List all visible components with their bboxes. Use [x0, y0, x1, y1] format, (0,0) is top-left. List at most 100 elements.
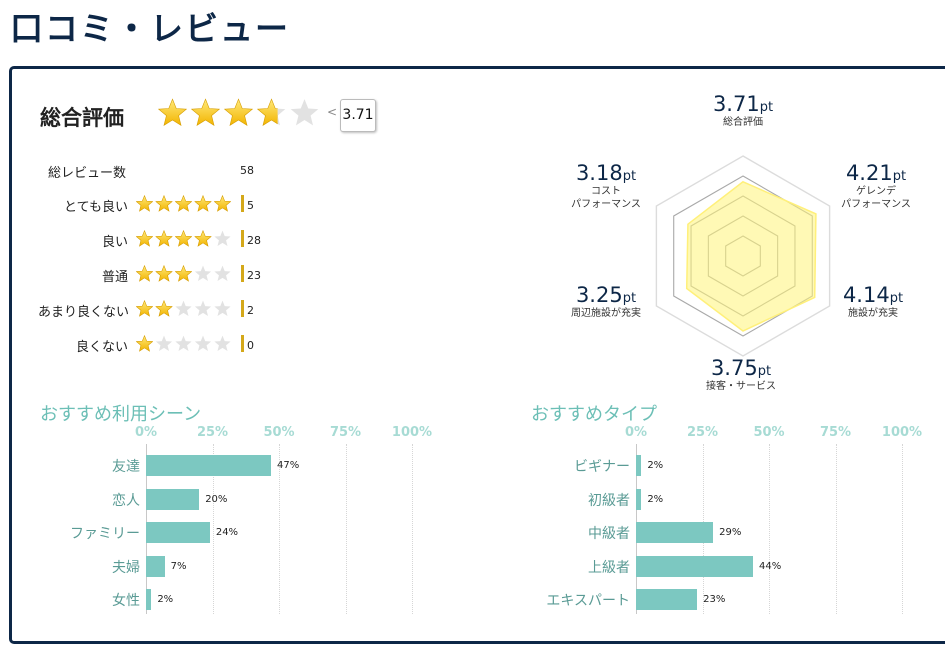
radar-chart — [655, 155, 831, 357]
radar-axis-number: 3.71 — [712, 92, 760, 116]
bar — [146, 522, 210, 543]
bar-category-label: 夫婦 — [112, 559, 140, 576]
bar — [146, 488, 200, 510]
radar-axis-unit: pt — [892, 169, 907, 184]
rating-row-stars-svg — [136, 265, 231, 282]
rating-count-bar — [241, 300, 244, 317]
rating-row-stars — [136, 195, 231, 212]
radar-data-area — [685, 180, 817, 332]
bar-value-label: 2% — [647, 493, 664, 505]
bar-value-label: 2% — [647, 460, 664, 471]
star-filled-icon — [194, 230, 212, 247]
rating-row-label: 良い — [101, 235, 128, 250]
radar-axis-unit: pt — [757, 364, 772, 379]
radar-axis-name: 総合評価 — [723, 117, 763, 128]
x-tick-label: 50% — [263, 425, 295, 440]
bar — [636, 455, 642, 476]
star-filled-icon — [175, 195, 192, 212]
rating-row-label: 普通 — [101, 270, 128, 285]
bar-value-label: 29% — [719, 527, 742, 538]
x-tick-label: 100% — [881, 425, 923, 440]
x-tick-label: 25% — [686, 425, 719, 440]
star-filled-icon — [175, 265, 192, 282]
rating-row-count: 0 — [247, 339, 254, 352]
star-filled-icon — [155, 265, 173, 282]
radar-axis-value: 3.75pt — [681, 356, 801, 380]
radar-axis-value: 4.21pt — [816, 161, 936, 185]
x-gridline — [212, 444, 214, 614]
rating-row-label: あまり良くない — [38, 305, 130, 320]
rating-count-bar — [241, 230, 244, 247]
bar-category-label: 初級者 — [588, 492, 630, 509]
rating-row-stars-svg — [136, 195, 231, 212]
rating-count-bar — [241, 195, 244, 212]
rating-count-bar — [241, 335, 244, 352]
star-filled-icon — [224, 98, 253, 127]
star-empty-icon — [214, 335, 231, 352]
bar-category-label: ファミリー — [70, 526, 140, 542]
radar-axis-unit: pt — [622, 291, 637, 306]
radar-axis-number: 4.14 — [842, 283, 890, 307]
radar-axis-label: 4.21pt ゲレンデパフォーマンス — [816, 161, 936, 211]
star-filled-icon — [155, 230, 173, 247]
star-filled-icon — [155, 300, 173, 317]
star-empty-icon — [214, 230, 231, 247]
x-gridline — [412, 444, 413, 614]
rating-row-label: 良くない — [75, 340, 128, 355]
star-filled-icon — [194, 195, 212, 212]
rating-row-stars — [136, 335, 231, 352]
radar-axis-name: ゲレンデ — [856, 186, 896, 197]
bar — [636, 522, 714, 543]
rating-row-stars-svg — [136, 300, 231, 317]
radar-axis-label: 4.14pt 施設が充実 — [813, 283, 933, 320]
radar-axis-name: 接客・サービス — [706, 381, 776, 392]
x-tick-label: 100% — [391, 425, 433, 440]
star-filled-icon — [136, 230, 153, 247]
star-empty-icon — [175, 335, 192, 352]
bar-category-label: 女性 — [112, 593, 140, 609]
star-empty-icon — [194, 300, 212, 317]
x-gridline — [835, 444, 837, 614]
rating-row-count: 28 — [247, 234, 261, 247]
bar — [636, 488, 642, 510]
radar-axis-unit: pt — [889, 291, 904, 306]
overall-star-rating — [158, 98, 319, 127]
x-gridline — [769, 444, 770, 614]
star-filled-icon — [257, 98, 278, 127]
star-empty-icon — [194, 335, 212, 352]
radar-axis-name: 周辺施設が充実 — [571, 308, 641, 319]
x-tick-label: 50% — [753, 425, 785, 440]
bar — [636, 589, 698, 610]
star-empty-icon — [214, 300, 231, 317]
x-tick-label: 75% — [819, 425, 852, 440]
radar-axis-number: 3.18 — [575, 161, 623, 185]
rating-row-count: 5 — [247, 199, 254, 212]
scene-chart-title: おすすめ利用シーン — [40, 404, 202, 425]
bar — [146, 455, 272, 476]
radar-axis-name: パフォーマンス — [841, 199, 911, 210]
radar-axis-label: 3.75pt 接客・サービス — [681, 356, 801, 393]
radar-axis-label: 3.25pt 周辺施設が充実 — [546, 283, 666, 320]
rating-row-count: 2 — [247, 304, 254, 317]
star-filled-icon — [136, 265, 153, 282]
radar-axis-label: 3.18pt コスト パフォーマンス — [546, 161, 666, 211]
bar-category-label: エキスパート — [546, 593, 630, 609]
review-count-value: 58 — [240, 164, 254, 177]
star-empty-icon — [214, 265, 231, 282]
bar-category-label: 恋人 — [112, 492, 140, 509]
bar — [146, 555, 165, 577]
bar-category-label: 上級者 — [588, 559, 630, 576]
star-filled-icon — [191, 98, 220, 127]
x-gridline — [345, 444, 347, 614]
rating-row-stars-svg — [136, 335, 231, 352]
bar-value-label: 47% — [277, 460, 300, 471]
rating-row-count: 23 — [247, 269, 261, 282]
star-filled-icon — [158, 98, 187, 127]
radar-axis-label: 3.71pt 総合評価 — [683, 92, 803, 129]
x-tick-label: 75% — [329, 425, 362, 440]
rating-row-label: とても良い — [64, 200, 128, 215]
bar-value-label: 24% — [215, 527, 239, 538]
rating-count-bar — [241, 265, 244, 282]
overall-stars-svg — [158, 98, 319, 127]
rating-row-stars-svg — [136, 230, 231, 247]
